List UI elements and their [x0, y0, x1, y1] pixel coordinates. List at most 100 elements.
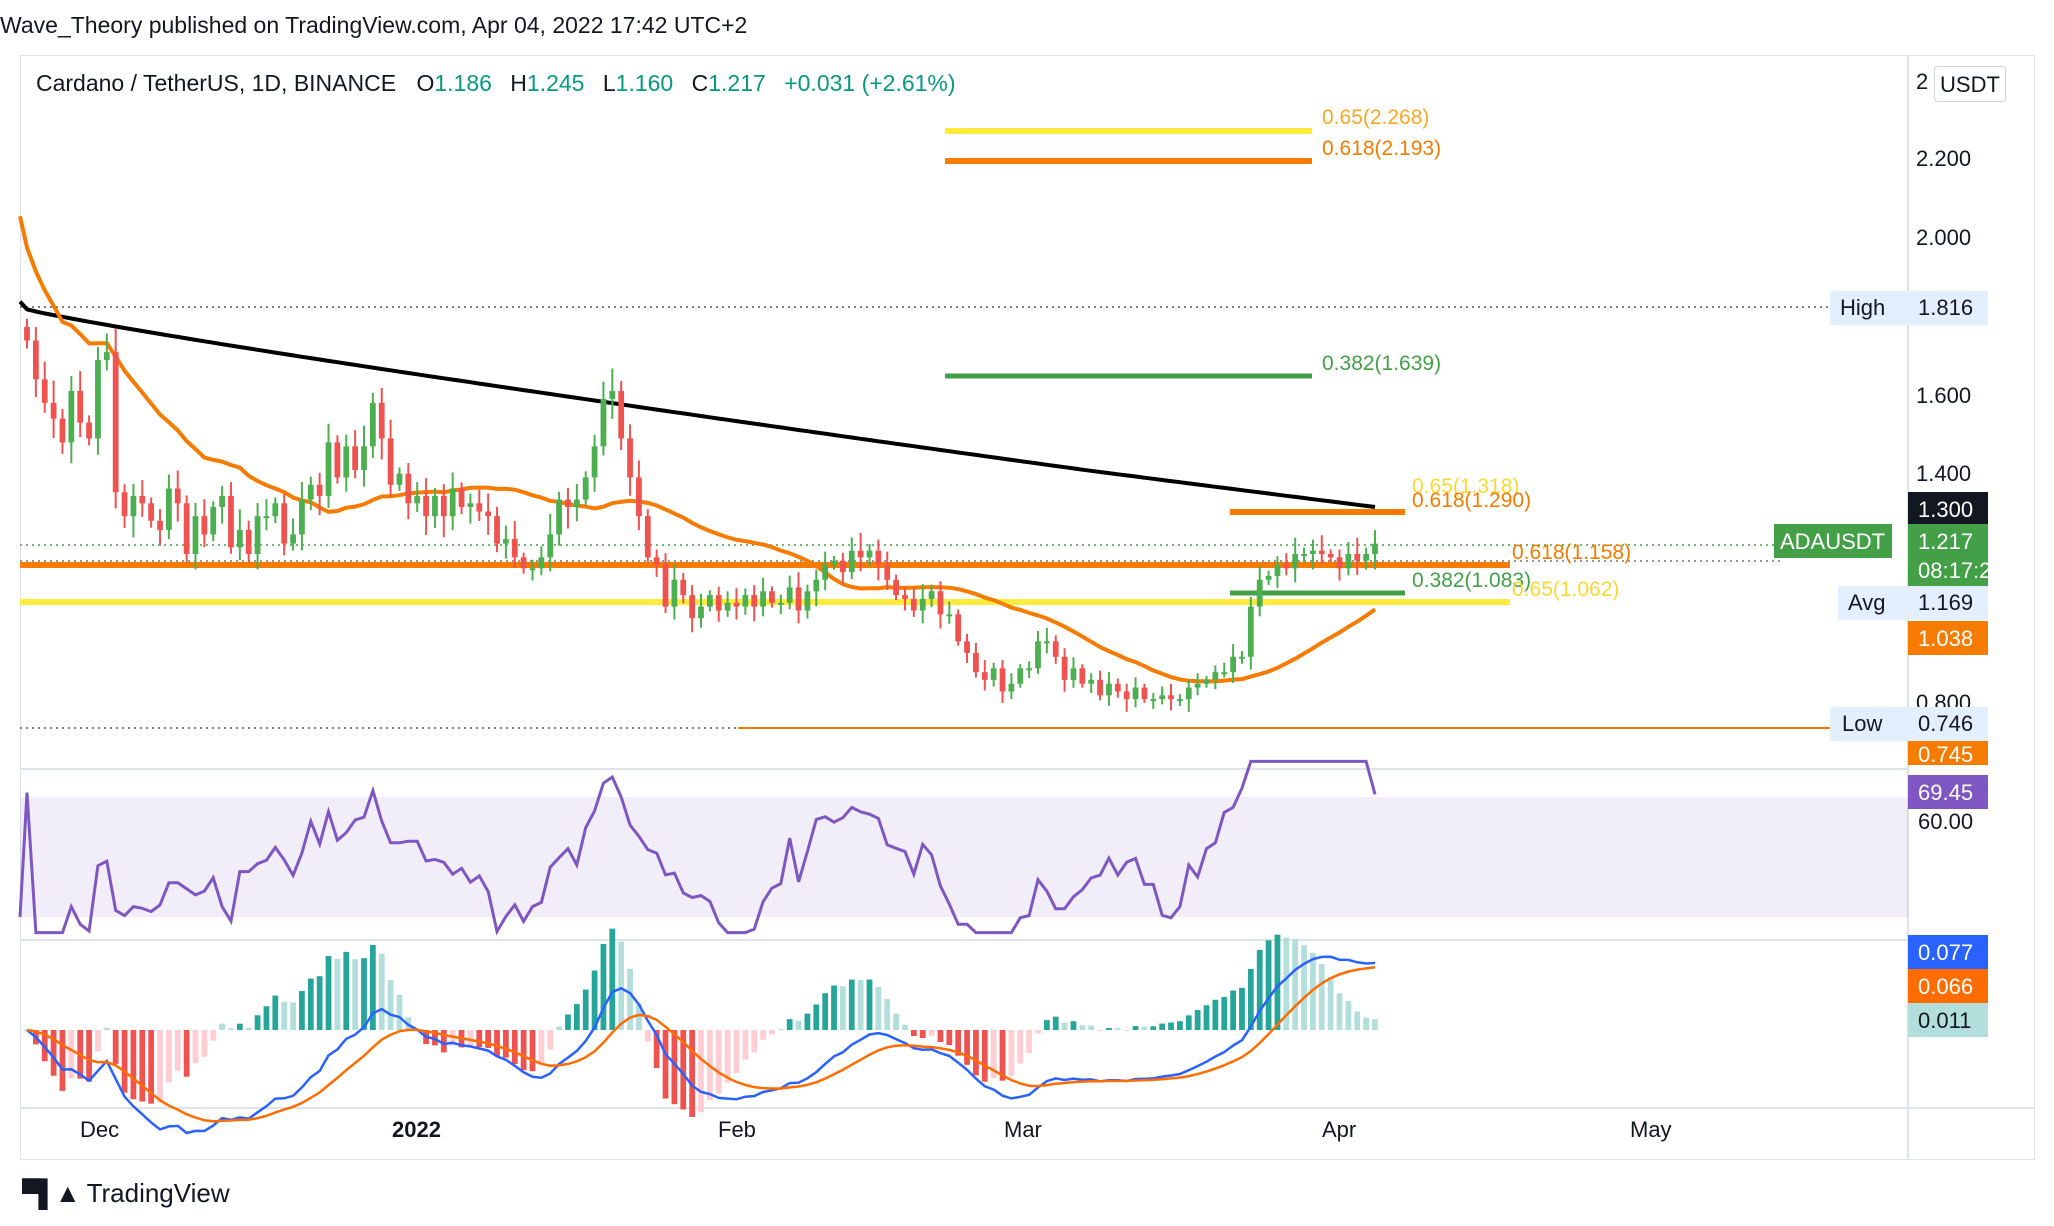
legend-high-label: H	[510, 70, 527, 96]
candle-body	[733, 602, 740, 607]
macd-histogram-bar	[1336, 993, 1343, 1030]
macd-histogram-bar	[236, 1023, 243, 1030]
candle-body	[840, 560, 846, 573]
macd-histogram-bar	[1256, 949, 1263, 1030]
macd-histogram-bar	[680, 1030, 687, 1110]
candle-body	[41, 379, 48, 403]
chart-legend: Cardano / TetherUS, 1D, BINANCE O1.186 H…	[36, 70, 956, 97]
candle-body	[946, 614, 953, 617]
candle-body	[503, 539, 509, 544]
candle-body	[565, 499, 571, 507]
candle-body	[689, 595, 696, 619]
macd-histogram-bar	[875, 986, 882, 1030]
macd-histogram-bar	[290, 1002, 296, 1030]
rsi-badge-value: 69.45	[1918, 780, 1973, 805]
x-tick: Feb	[718, 1117, 756, 1142]
candle-body	[1247, 606, 1254, 657]
candle-body	[1017, 668, 1024, 684]
chart-frame	[20, 55, 2035, 1160]
candle-body	[556, 499, 562, 535]
macd-histogram-bar	[831, 985, 837, 1030]
macd-histogram-bar	[1177, 1021, 1183, 1030]
macd-histogram-bar	[1212, 999, 1219, 1030]
macd-histogram-bar	[485, 1030, 492, 1048]
macd-histogram-bar	[1168, 1022, 1174, 1030]
candle-body	[139, 495, 146, 504]
macd-histogram-bar	[538, 1030, 545, 1065]
signal-badge-value: 0.066	[1918, 974, 1973, 999]
macd-histogram-bar	[1008, 1030, 1015, 1076]
high-badge-label: High	[1840, 295, 1885, 320]
macd-histogram-bar	[68, 1030, 75, 1079]
tradingview-brand[interactable]: ▀▌▲ TradingView	[22, 1178, 230, 1209]
macd-histogram-bar	[848, 979, 855, 1030]
macd-histogram-bar	[325, 956, 332, 1030]
candle-body	[228, 495, 234, 548]
macd-histogram-bar	[361, 958, 367, 1030]
candle-body	[1097, 679, 1103, 696]
macd-histogram-bar	[1043, 1020, 1050, 1030]
macd-histogram-bar	[600, 943, 607, 1030]
macd-histogram-bar	[201, 1030, 208, 1057]
candle-body	[378, 402, 385, 439]
bar-countdown: 08:17:25	[1918, 558, 2004, 583]
candle-body	[396, 473, 403, 485]
macd-histogram-bar	[689, 1030, 696, 1117]
candle-body	[414, 495, 421, 504]
macd-histogram-bar	[609, 928, 616, 1030]
signal-line	[26, 966, 1376, 1123]
price-tick: 1.600	[1916, 383, 1971, 408]
candle-body	[352, 446, 359, 470]
macd-histogram-bar	[1221, 997, 1228, 1030]
candle-body	[219, 495, 225, 507]
macd-histogram-bar	[307, 978, 314, 1030]
fib-label-top-0382: 0.382(1.639)	[1322, 352, 1441, 375]
macd-histogram-bar	[174, 1030, 181, 1071]
macd-histogram-bar	[95, 1030, 101, 1052]
candle-body	[369, 402, 376, 447]
macd-histogram-bar	[1123, 1030, 1130, 1031]
macd-histogram-bar	[671, 1030, 678, 1105]
candle-body	[1088, 679, 1095, 684]
macd-histogram-bar	[1203, 1005, 1210, 1030]
candle-body	[715, 595, 722, 611]
macd-histogram-bar	[1017, 1030, 1024, 1064]
macd-histogram-bar	[724, 1030, 731, 1083]
macd-histogram-bar	[1114, 1028, 1121, 1030]
macd-histogram-bar	[228, 1028, 234, 1030]
candle-body	[24, 326, 30, 341]
macd-histogram-bar	[644, 1030, 651, 1042]
macd-histogram-bar	[192, 1030, 199, 1064]
macd-histogram-bar	[130, 1030, 137, 1100]
candle-body	[148, 503, 155, 521]
tradingview-logo-icon: ▀▌▲	[22, 1178, 81, 1208]
candle-body	[1070, 668, 1077, 680]
symbol-tag	[1774, 524, 1892, 558]
candle-body	[432, 495, 438, 517]
x-tick: Dec	[80, 1117, 119, 1142]
candle-body	[547, 534, 554, 558]
candle-body	[130, 495, 137, 517]
candle-body	[644, 516, 651, 558]
macd-histogram-bar	[352, 959, 359, 1030]
candle-body	[387, 438, 394, 485]
candle-body	[361, 446, 367, 470]
legend-open: 1.186	[434, 70, 492, 96]
macd-histogram-bar	[1230, 990, 1236, 1030]
macd-histogram-bar	[396, 994, 403, 1030]
candle-body	[1318, 550, 1325, 554]
macd-histogram-bar	[733, 1030, 740, 1074]
candle-body	[1043, 641, 1050, 644]
macd-histogram-bar	[999, 1030, 1006, 1081]
macd-histogram-bar	[369, 944, 376, 1030]
candle-body	[928, 591, 935, 599]
rsi-band	[20, 797, 1908, 917]
macd-histogram-bar	[751, 1030, 758, 1053]
candle-body	[1061, 656, 1068, 680]
currency-unit-button[interactable]: USDT	[1934, 66, 2006, 102]
macd-histogram-bar	[1061, 1022, 1068, 1030]
macd-histogram-bar	[1026, 1030, 1033, 1053]
rsi-level-tick: 60.00	[1918, 809, 1973, 834]
candle-body	[600, 398, 607, 447]
